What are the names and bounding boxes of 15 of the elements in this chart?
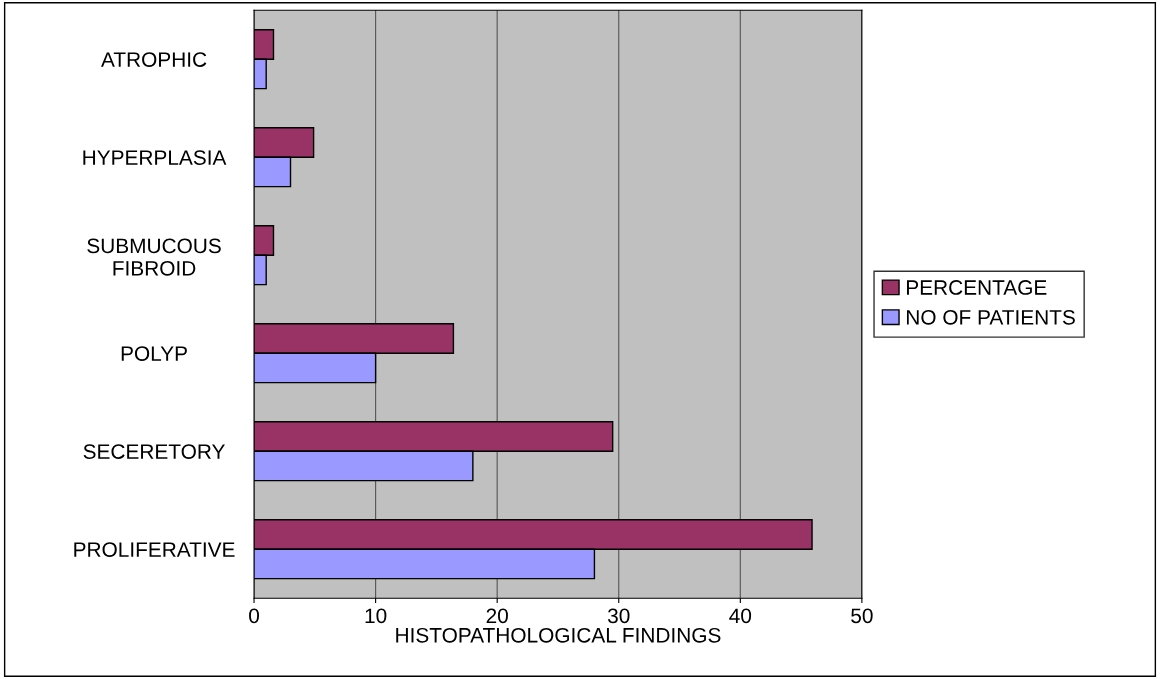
y-tick-label: SECERETORY xyxy=(83,444,225,459)
x-tick-label: 10 xyxy=(365,608,387,624)
legend-label: NO OF PATIENTS xyxy=(907,309,1075,325)
x-tick-label: 0 xyxy=(249,608,260,624)
y-tick-label: HYPERPLASIA xyxy=(83,150,227,165)
x-tick-label: 30 xyxy=(607,608,630,624)
x-axis-title: HISTOPATHOLOGICAL FINDINGS xyxy=(396,627,721,643)
y-tick-label: ATROPHIC xyxy=(101,52,207,67)
x-tick-label: 40 xyxy=(729,608,752,624)
legend-label: PERCENTAGE xyxy=(907,280,1047,295)
y-tick-label: POLYP xyxy=(121,346,187,361)
y-tick-label: PROLIFERATIVE xyxy=(74,542,235,557)
x-tick-label: 20 xyxy=(486,608,508,624)
x-tick-label: 50 xyxy=(851,608,873,624)
y-tick-label: SUBMUCOUS FIBROID xyxy=(87,238,221,276)
